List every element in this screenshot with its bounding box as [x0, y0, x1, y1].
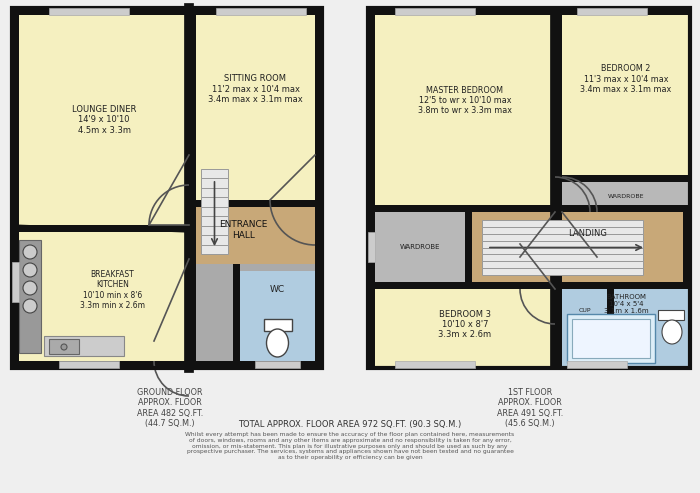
Bar: [368, 8, 690, 368]
Text: TOTAL APPROX. FLOOR AREA 972 SQ.FT. (90.3 SQ.M.): TOTAL APPROX. FLOOR AREA 972 SQ.FT. (90.…: [239, 420, 461, 429]
Bar: [44, 336, 124, 356]
Bar: [562, 182, 690, 212]
Bar: [555, 8, 562, 368]
Text: BREAKFAST
KITCHEN
10'10 min x 8'6
3.3m min x 2.6m: BREAKFAST KITCHEN 10'10 min x 8'6 3.3m m…: [80, 270, 145, 310]
Bar: [49, 8, 129, 15]
Bar: [201, 226, 228, 235]
Bar: [201, 216, 228, 226]
Text: BEDROOM 3
10'10 x 8'7
3.3m x 2.6m: BEDROOM 3 10'10 x 8'7 3.3m x 2.6m: [438, 310, 491, 340]
Bar: [19, 15, 189, 225]
Bar: [201, 169, 228, 178]
Bar: [196, 15, 315, 200]
Text: 1ST FLOOR
APPROX. FLOOR
AREA 491 SQ.FT.
(45.6 SQ.M.): 1ST FLOOR APPROX. FLOOR AREA 491 SQ.FT. …: [497, 388, 563, 428]
Bar: [12, 262, 19, 302]
Ellipse shape: [267, 329, 288, 357]
Text: WC: WC: [270, 284, 285, 293]
Circle shape: [23, 263, 37, 277]
Bar: [658, 310, 684, 320]
Bar: [562, 15, 690, 175]
Bar: [577, 8, 647, 15]
Bar: [375, 289, 555, 368]
Text: SITTING ROOM
11'2 max x 10'4 max
3.4m max x 3.1m max: SITTING ROOM 11'2 max x 10'4 max 3.4m ma…: [208, 74, 303, 104]
Bar: [201, 207, 228, 216]
Text: Whilst every attempt has been made to ensure the accuracy of the floor plan cont: Whilst every attempt has been made to en…: [186, 432, 514, 460]
Bar: [368, 205, 690, 212]
Bar: [482, 261, 643, 268]
Bar: [572, 319, 650, 358]
Bar: [255, 361, 300, 368]
Bar: [368, 232, 375, 262]
Bar: [607, 289, 614, 332]
Bar: [472, 212, 683, 282]
Ellipse shape: [662, 320, 682, 344]
Bar: [19, 232, 189, 361]
Bar: [482, 241, 643, 247]
Bar: [12, 225, 196, 232]
Circle shape: [23, 281, 37, 295]
Bar: [482, 220, 643, 227]
Bar: [49, 339, 79, 354]
Bar: [482, 254, 643, 261]
Text: LOUNGE DINER
14'9 x 10'10
4.5m x 3.3m: LOUNGE DINER 14'9 x 10'10 4.5m x 3.3m: [72, 105, 136, 135]
Bar: [562, 289, 690, 368]
Text: GROUND FLOOR
APPROX. FLOOR
AREA 482 SQ.FT.
(44.7 SQ.M.): GROUND FLOOR APPROX. FLOOR AREA 482 SQ.F…: [137, 388, 203, 428]
Bar: [482, 247, 643, 254]
Bar: [567, 314, 655, 363]
Bar: [189, 200, 315, 207]
Bar: [12, 8, 322, 368]
Bar: [395, 361, 475, 368]
Bar: [196, 207, 315, 361]
Bar: [263, 319, 291, 331]
Bar: [201, 197, 228, 207]
Bar: [395, 8, 475, 15]
Bar: [562, 289, 607, 332]
Bar: [201, 245, 228, 254]
Bar: [482, 227, 643, 234]
Bar: [201, 235, 228, 245]
Bar: [216, 8, 306, 15]
Bar: [482, 268, 643, 275]
Bar: [201, 188, 228, 197]
Bar: [240, 271, 315, 361]
Text: ENTRANCE
HALL: ENTRANCE HALL: [219, 220, 268, 240]
Text: LANDING: LANDING: [568, 228, 608, 238]
Text: CUP: CUP: [578, 308, 591, 313]
Text: MASTER BEDROOM
12'5 to wr x 10'10 max
3.8m to wr x 3.3m max: MASTER BEDROOM 12'5 to wr x 10'10 max 3.…: [418, 86, 512, 115]
Bar: [201, 178, 228, 188]
Bar: [482, 234, 643, 241]
Text: WARDROBE: WARDROBE: [608, 195, 644, 200]
Text: BEDROOM 2
11'3 max x 10'4 max
3.4m max x 3.1m max: BEDROOM 2 11'3 max x 10'4 max 3.4m max x…: [580, 64, 671, 94]
Bar: [12, 8, 322, 368]
Bar: [59, 361, 119, 368]
Text: BATHROOM
10'4 x 5'4
3.1m x 1.6m: BATHROOM 10'4 x 5'4 3.1m x 1.6m: [603, 294, 648, 314]
Circle shape: [23, 299, 37, 313]
Bar: [375, 15, 555, 205]
Bar: [368, 282, 690, 289]
Circle shape: [23, 245, 37, 259]
Bar: [368, 8, 690, 368]
Bar: [465, 212, 472, 282]
Bar: [233, 264, 240, 361]
Bar: [196, 264, 233, 354]
Circle shape: [61, 344, 67, 350]
Bar: [19, 240, 41, 353]
Bar: [567, 361, 627, 368]
Text: WARDROBE: WARDROBE: [400, 244, 440, 250]
Bar: [375, 212, 465, 282]
Bar: [196, 207, 315, 264]
